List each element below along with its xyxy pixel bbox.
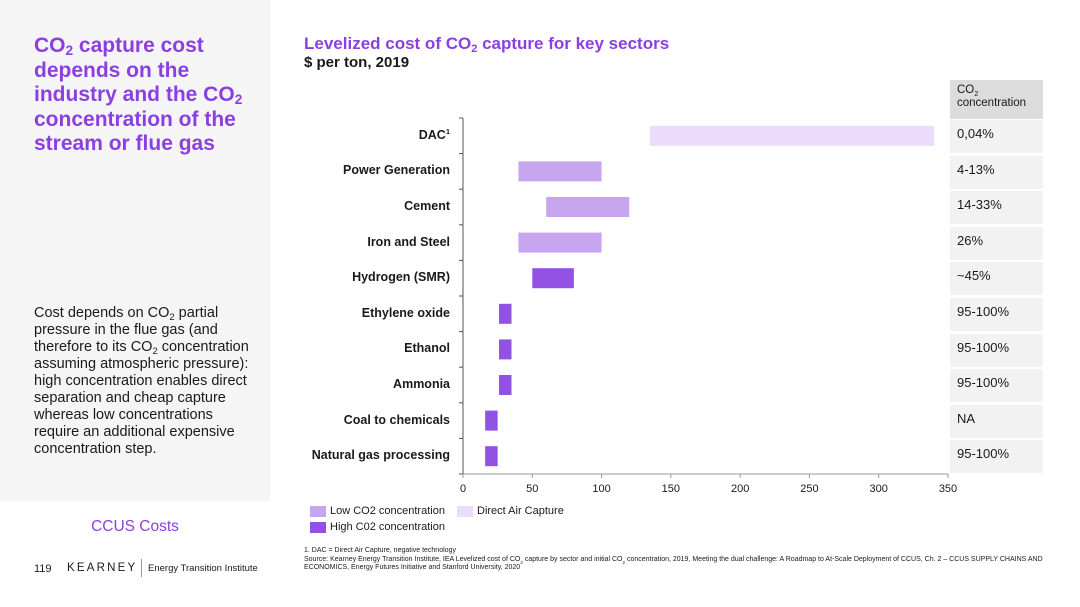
x-tick-label: 150 <box>662 483 680 495</box>
legend-label-dac: Direct Air Capture <box>477 505 564 517</box>
x-tick-label: 250 <box>800 483 818 495</box>
bar-iron-and-steel <box>518 232 602 253</box>
concentration-cell: 26% <box>950 226 1043 260</box>
category-label: Ethanol <box>404 341 450 356</box>
category-label: Iron and Steel <box>367 234 450 249</box>
section-band <box>0 501 270 552</box>
footnote-line-1: 1. DAC = Direct Air Capture, negative te… <box>304 547 456 554</box>
x-tick-label: 300 <box>870 483 888 495</box>
footnote-source: Source: Kearney Energy Transition Instit… <box>304 555 1043 572</box>
concentration-cell: 95-100% <box>950 298 1043 331</box>
concentration-cell: 95-100% <box>950 440 1043 474</box>
bar-natural-gas-processing <box>485 446 498 467</box>
concentration-cell: 95-100% <box>950 333 1043 367</box>
bar-dac <box>650 125 935 146</box>
category-label: Hydrogen (SMR) <box>352 270 450 285</box>
footer <box>0 552 270 607</box>
category-label: Natural gas processing <box>311 448 450 463</box>
legend-swatch-dac <box>457 506 473 517</box>
concentration-cell: NA <box>950 404 1043 438</box>
legend-swatch-high <box>310 522 326 533</box>
legend-swatch-low <box>310 506 326 517</box>
legend-label-low: Low CO2 concentration <box>330 505 445 517</box>
category-label: Cement <box>404 199 450 213</box>
category-label: DAC1 <box>418 126 450 142</box>
bar-ethanol <box>499 339 512 360</box>
bar-power-generation <box>518 161 602 182</box>
x-tick-label: 200 <box>731 483 749 495</box>
x-tick-label: 0 <box>460 483 466 495</box>
section-link-ccus-costs[interactable]: CCUS Costs <box>91 518 179 535</box>
category-label: Coal to chemicals <box>343 412 450 427</box>
slide-body-text: Cost depends on CO2 partial pressure in … <box>34 305 249 457</box>
category-label: Power Generation <box>343 163 450 178</box>
page-number: 119 <box>34 563 52 575</box>
bar-hydrogen-smr <box>532 268 574 289</box>
concentration-cell: 0,04% <box>950 120 1043 153</box>
bar-ethylene-oxide <box>499 303 512 324</box>
chart-subtitle: $ per ton, 2019 <box>304 54 410 71</box>
chart-title: Levelized cost of CO2 capture for key se… <box>304 34 670 55</box>
concentration-cell: 4-13% <box>950 155 1043 189</box>
footnote: 1. DAC = Direct Air Capture, negative te… <box>304 547 1044 573</box>
concentration-header: CO2 concentration <box>950 80 1043 119</box>
x-tick-label: 50 <box>526 483 538 495</box>
bar-coal-to-chemicals <box>485 410 498 431</box>
concentration-cell: 95-100% <box>950 369 1043 403</box>
category-label: Ammonia <box>393 377 450 391</box>
slide-title: CO2 capture cost depends on the industry… <box>34 34 243 155</box>
concentration-cell: 14-33% <box>950 191 1043 225</box>
brand-divider <box>141 559 142 577</box>
category-label: Ethylene oxide <box>361 305 450 320</box>
x-tick-label: 100 <box>592 483 610 495</box>
bar-cement <box>546 197 630 217</box>
concentration-cell: ~45% <box>950 262 1043 296</box>
x-tick-label: 350 <box>939 483 957 495</box>
bar-ammonia <box>499 375 512 395</box>
brand-subtitle: Energy Transition Institute <box>148 563 258 574</box>
brand-logo: KEARNEY <box>67 562 138 574</box>
legend-label-high: High C02 concentration <box>330 521 445 533</box>
